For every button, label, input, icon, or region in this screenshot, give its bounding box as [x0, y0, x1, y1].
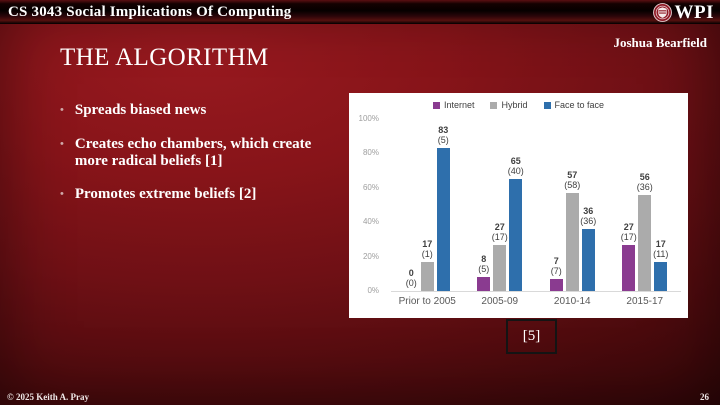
bullet-icon: •: [60, 137, 64, 150]
bar-value-label: 83 (5): [437, 125, 449, 146]
x-category-label: 2005-09: [481, 296, 519, 307]
bar-slot: 83 (5): [436, 119, 450, 291]
bar-slot: 27 (17): [620, 119, 637, 291]
legend-item: Internet: [432, 100, 475, 110]
bar-value-label: 0 (0): [405, 268, 417, 288]
chart-plot: 0 (0) 17 (1) 83 (5) Prior to 2005 8 (5) 27 (17) 65(…: [391, 119, 681, 307]
y-tick-label: 20%: [362, 251, 379, 261]
bar-value-label: 65 (40): [507, 156, 524, 177]
bar-slot: 27 (17): [491, 119, 508, 291]
list-item: • Creates echo chambers, which create mo…: [60, 136, 312, 170]
bar-slot: 0 (0): [405, 119, 418, 291]
bar-internet: [622, 244, 636, 291]
author-name: Joshua Bearfield: [613, 35, 707, 50]
legend-item: Face to face: [543, 100, 605, 110]
bar-slot: 8 (5): [477, 119, 491, 291]
y-tick-label: 40%: [362, 217, 379, 227]
wpi-logo: WPI: [652, 1, 715, 23]
bar-value-label: 56 (36): [636, 171, 653, 192]
bar-hybrid: [420, 261, 434, 291]
bullet-text: Promotes extreme beliefs [2]: [74, 186, 257, 203]
x-category-label: Prior to 2005: [398, 296, 456, 307]
bar-hybrid: [493, 244, 507, 291]
header-bar: CS 3043 Social Implications Of Computing…: [0, 0, 720, 24]
legend-label: Hybrid: [501, 100, 528, 110]
bar-slot: 17 (1): [420, 119, 434, 291]
bar-slot: 7 (7): [549, 119, 563, 291]
y-tick-label: 0%: [367, 286, 379, 295]
page-title: THE ALGORITHM: [60, 44, 269, 71]
chart-legend: Internet Hybrid Face to face: [349, 100, 688, 110]
bullet-icon: •: [60, 188, 64, 201]
bar-value-label: 27 (17): [620, 221, 637, 242]
course-title: CS 3043 Social Implications Of Computing: [8, 3, 292, 20]
bar-face-to-face: [581, 229, 595, 291]
bar-slot: 65 (40): [507, 119, 524, 291]
page-number: 26: [700, 392, 709, 402]
citation-box: [5]: [506, 319, 557, 354]
y-tick-label: 60%: [362, 182, 379, 192]
x-category-label: 2015-17: [626, 296, 664, 307]
bar-face-to-face: [654, 261, 668, 291]
bar-value-label: 17 (1): [421, 238, 433, 259]
bullet-text: Spreads biased news: [74, 102, 207, 118]
bar-internet: [477, 277, 491, 291]
bar-value-label: 27 (17): [491, 221, 508, 242]
y-tick-label: 100%: [358, 114, 379, 123]
bar-value-label: 8 (5): [478, 254, 490, 275]
legend-swatch-icon: [432, 101, 440, 109]
wpi-seal-icon: [652, 2, 672, 22]
legend-swatch-icon: [490, 101, 498, 109]
bullet-text: Creates echo chambers, which create more…: [74, 135, 312, 169]
list-item: • Promotes extreme beliefs [2]: [60, 186, 312, 203]
bar-group: 27 (17) 56 (36) 17 (11) 2015-17: [620, 119, 669, 307]
bar-slot: 56 (36): [636, 119, 653, 291]
legend-label: Face to face: [554, 100, 605, 110]
bar-group: 7 (7) 57 (58) 36 (36) 2010-14: [549, 119, 597, 307]
y-tick-label: 80%: [362, 148, 379, 158]
bar-hybrid: [565, 192, 579, 291]
bar-slot: 36 (36): [580, 119, 597, 291]
x-category-label: 2010-14: [553, 296, 591, 307]
legend-label: Internet: [443, 100, 475, 110]
bar-value-label: 17 (11): [653, 238, 669, 259]
copyright-text: © 2025 Keith A. Pray: [7, 392, 89, 402]
bar-value-label: 57 (58): [564, 169, 581, 190]
bar-face-to-face: [436, 148, 450, 291]
bar-slot: 17 (11): [653, 119, 669, 291]
bullet-icon: •: [60, 104, 64, 116]
bullet-list: • Spreads biased news • Creates echo cha…: [60, 102, 312, 220]
bar-slot: 57 (58): [564, 119, 581, 291]
bar-value-label: 7 (7): [550, 255, 562, 276]
bar-hybrid: [638, 194, 652, 291]
legend-swatch-icon: [543, 101, 551, 109]
bar-value-label: 36 (36): [580, 206, 597, 227]
bar-group: 0 (0) 17 (1) 83 (5) Prior to 2005: [399, 119, 456, 307]
bar-face-to-face: [509, 179, 523, 291]
bar-internet: [549, 278, 563, 291]
chart-y-axis: 0% 20% 40% 60% 80% 100%: [349, 115, 383, 295]
bar-group: 8 (5) 27 (17) 65 (40) 2005-09: [477, 119, 524, 307]
bar-chart: Internet Hybrid Face to face 0% 20% 40% 60% 80…: [349, 93, 688, 318]
list-item: • Spreads biased news: [60, 102, 312, 119]
wpi-wordmark: WPI: [674, 1, 714, 23]
legend-item: Hybrid: [490, 100, 528, 110]
